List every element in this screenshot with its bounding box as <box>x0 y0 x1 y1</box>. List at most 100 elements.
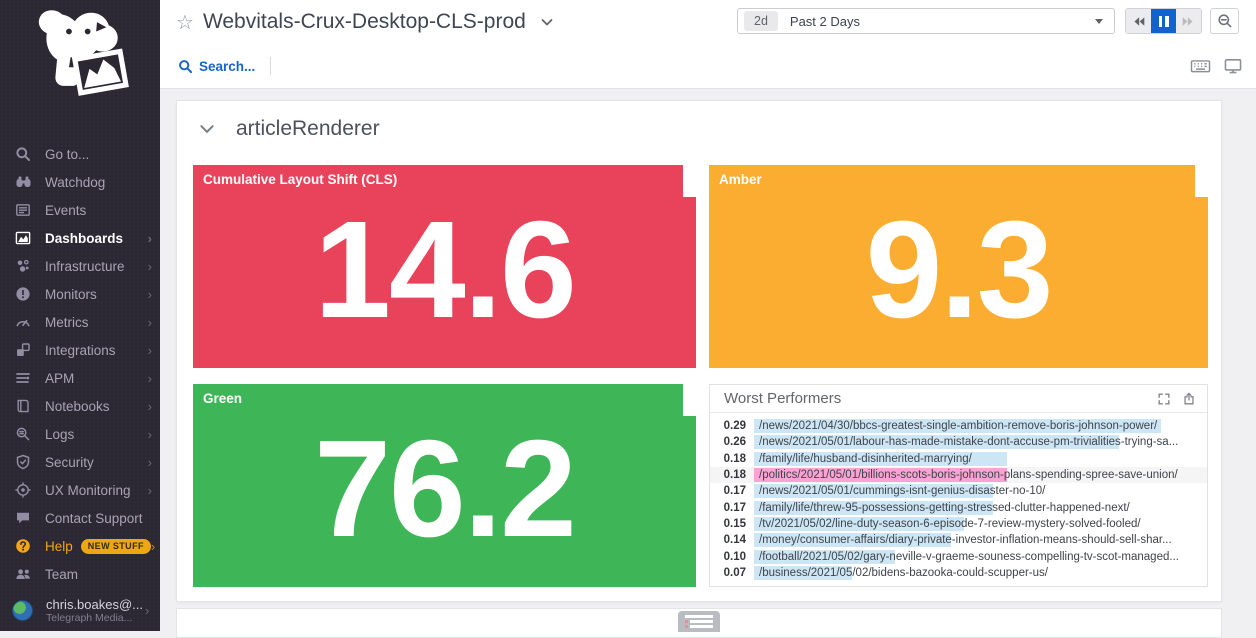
sidebar-item-label: Logs <box>45 426 75 442</box>
sidebar-item-label: Watchdog <box>45 174 106 190</box>
chevron-right-icon: › <box>147 286 152 302</box>
sidebar: Go to... Watchdog Events Dashboards › Infrast… <box>0 0 160 631</box>
table-row[interactable]: 0.29/news/2021/04/30/bbcs-greatest-singl… <box>710 418 1207 434</box>
keyboard-shortcuts-icon[interactable] <box>1190 57 1211 75</box>
sidebar-item-security[interactable]: Security › <box>0 448 160 476</box>
next-section-card <box>176 608 1222 638</box>
row-bar-area: /family/life/threw-95-possessions-gettin… <box>754 500 1199 515</box>
row-bar-area: /family/life/husband-disinherited-marryi… <box>754 451 1199 466</box>
query-value-panel-green[interactable]: Green 76.2 <box>193 384 696 587</box>
table-row[interactable]: 0.18/politics/2021/05/01/billions-scots-… <box>710 466 1207 484</box>
sidebar-item-metrics[interactable]: Metrics › <box>0 308 160 336</box>
row-value: 0.17 <box>723 485 746 498</box>
favorite-star-icon[interactable]: ☆ <box>176 11 194 34</box>
row-value: 0.15 <box>723 517 746 530</box>
sidebar-item-infrastructure[interactable]: Infrastructure › <box>0 252 160 280</box>
row-bar <box>754 484 993 499</box>
row-bar <box>754 549 895 564</box>
sidebar-item-contact-support[interactable]: Contact Support <box>0 504 160 532</box>
sidebar-item-logs[interactable]: Logs › <box>0 420 160 448</box>
sidebar-item-monitors[interactable]: Monitors › <box>0 280 160 308</box>
tv-mode-icon[interactable] <box>1223 57 1243 75</box>
sidebar-item-notebooks[interactable]: Notebooks › <box>0 392 160 420</box>
row-bar <box>754 516 965 531</box>
row-bar <box>754 565 853 580</box>
time-range-selector[interactable]: 2d Past 2 Days <box>737 8 1115 34</box>
query-value-panel-amber[interactable]: Amber 9.3 <box>709 165 1208 368</box>
table-row[interactable]: 0.17/family/life/threw-95-possessions-ge… <box>710 499 1207 515</box>
query-value-panel-cls[interactable]: Cumulative Layout Shift (CLS) 14.6 <box>193 165 696 368</box>
panel-title: Worst Performers <box>724 390 842 407</box>
sidebar-item-dashboards[interactable]: Dashboards › <box>0 224 160 252</box>
row-bar <box>754 435 1119 450</box>
infrastructure-icon <box>14 258 32 275</box>
title-chevron-down-icon[interactable] <box>539 14 555 30</box>
panel-value: 76.2 <box>314 411 577 566</box>
sidebar-item-watchdog[interactable]: Watchdog <box>0 168 160 196</box>
sidebar-item-label: Integrations <box>45 342 116 358</box>
sidebar-item-apm[interactable]: APM › <box>0 364 160 392</box>
chevron-right-icon: › <box>147 342 152 358</box>
metrics-icon <box>14 314 32 331</box>
time-forward-button[interactable] <box>1176 9 1201 33</box>
panel-title: Amber <box>719 172 762 187</box>
sidebar-item-label: UX Monitoring <box>45 482 131 498</box>
row-value: 0.17 <box>723 501 746 514</box>
section-collapse-chevron-icon[interactable] <box>198 120 216 138</box>
search-button[interactable]: Search... <box>178 59 255 74</box>
row-url: /tv/2021/05/02/line-duty-season-6-episod… <box>759 517 1141 530</box>
row-bar <box>754 500 993 515</box>
datadog-logo[interactable] <box>0 0 160 108</box>
table-row[interactable]: 0.07/business/2021/05/02/bidens-bazooka-… <box>710 565 1207 581</box>
sidebar-item-go-to[interactable]: Go to... <box>0 140 160 168</box>
row-bar-area: /news/2021/05/01/cummings-isnt-genius-di… <box>754 484 1199 499</box>
sidebar-item-events[interactable]: Events <box>0 196 160 224</box>
chevron-right-icon: › <box>147 398 152 414</box>
dashboard-title: Webvitals-Crux-Desktop-CLS-prod <box>202 10 526 33</box>
row-url: /politics/2021/05/01/billions-scots-bori… <box>759 469 1178 482</box>
table-row[interactable]: 0.14/money/consumer-affairs/diary-privat… <box>710 532 1207 548</box>
sidebar-item-ux-monitoring[interactable]: UX Monitoring › <box>0 476 160 504</box>
table-row[interactable]: 0.10/football/2021/05/02/gary-neville-v-… <box>710 548 1207 564</box>
time-backward-button[interactable] <box>1126 9 1151 33</box>
time-range-label: Past 2 Days <box>789 13 860 29</box>
sidebar-item-label: Contact Support <box>45 510 143 526</box>
row-url: /news/2021/04/30/bbcs-greatest-single-am… <box>759 420 1158 433</box>
collapsed-section-handle[interactable] <box>678 611 720 632</box>
row-bar-area: /news/2021/05/01/labour-has-made-mistake… <box>754 435 1199 450</box>
table-row[interactable]: 0.26/news/2021/05/01/labour-has-made-mis… <box>710 434 1207 450</box>
divider <box>270 57 272 75</box>
row-bar <box>754 468 1007 483</box>
row-bar <box>754 451 1007 466</box>
sidebar-item-team[interactable]: Team <box>0 560 160 588</box>
sidebar-item-label: Events <box>45 202 87 218</box>
toplist-table: 0.29/news/2021/04/30/bbcs-greatest-singl… <box>710 413 1207 581</box>
expand-icon[interactable] <box>1157 392 1171 406</box>
time-range-badge: 2d <box>744 11 778 31</box>
watchdog-icon <box>14 174 32 191</box>
sidebar-item-help[interactable]: Help NEW STUFF › <box>0 532 160 560</box>
row-bar <box>754 419 1162 434</box>
export-icon[interactable] <box>1182 391 1196 406</box>
chevron-right-icon: › <box>147 454 152 470</box>
chevron-right-icon: › <box>145 603 150 618</box>
row-url: /money/consumer-affairs/diary-private-in… <box>759 534 1172 547</box>
table-row[interactable]: 0.18/family/life/husband-disinherited-ma… <box>710 451 1207 467</box>
sidebar-nav: Go to... Watchdog Events Dashboards › Infrast… <box>0 140 160 588</box>
monitors-icon <box>14 286 32 303</box>
user-avatar <box>12 600 33 621</box>
row-value: 0.07 <box>723 566 746 579</box>
new-stuff-badge: NEW STUFF <box>80 538 151 554</box>
sidebar-item-label: Metrics <box>45 314 89 330</box>
table-row[interactable]: 0.17/news/2021/05/01/cummings-isnt-geniu… <box>710 483 1207 499</box>
zoom-out-button[interactable] <box>1210 8 1239 34</box>
pause-button[interactable] <box>1151 9 1176 33</box>
chevron-right-icon: › <box>147 370 152 386</box>
user-menu[interactable]: chris.boakes@... Telegraph Media... › <box>0 595 160 626</box>
sidebar-item-integrations[interactable]: Integrations › <box>0 336 160 364</box>
user-org: Telegraph Media... <box>46 612 133 624</box>
table-row[interactable]: 0.15/tv/2021/05/02/line-duty-season-6-ep… <box>710 516 1207 532</box>
events-icon <box>14 202 32 219</box>
chevron-right-icon: › <box>150 538 156 554</box>
apm-icon <box>14 370 32 387</box>
